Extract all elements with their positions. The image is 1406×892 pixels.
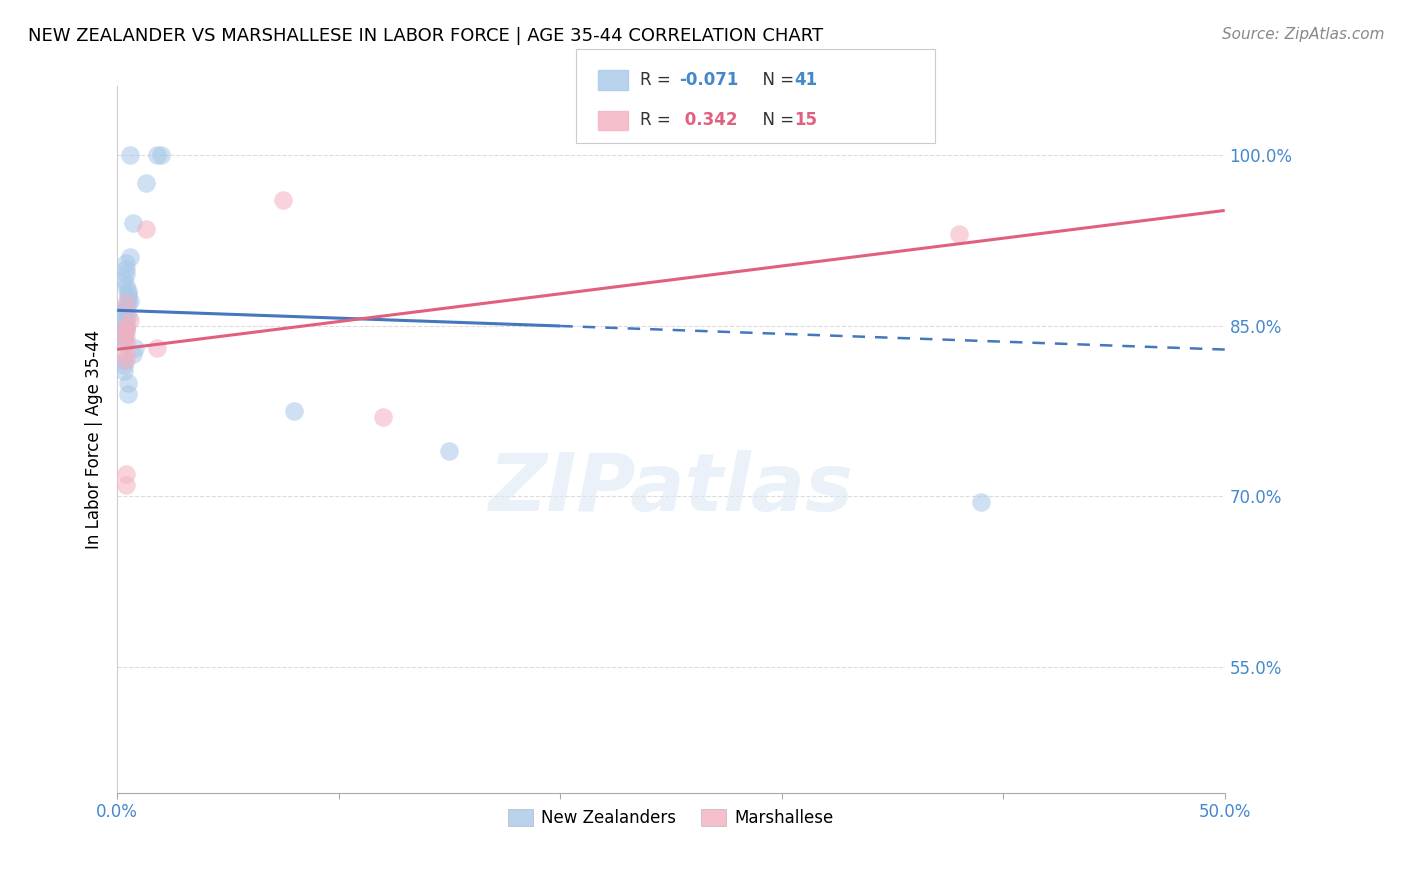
Text: ZIPatlas: ZIPatlas [488, 450, 853, 528]
Point [124, 342, 146, 356]
Point [115, 313, 138, 327]
Point [115, 318, 138, 333]
Point [112, 330, 135, 344]
Text: NEW ZEALANDER VS MARSHALLESE IN LABOR FORCE | AGE 35-44 CORRELATION CHART: NEW ZEALANDER VS MARSHALLESE IN LABOR FO… [28, 27, 824, 45]
Point [115, 256, 138, 270]
Point [121, 347, 143, 361]
Point [117, 295, 139, 310]
Point [115, 324, 138, 338]
Point [115, 261, 138, 276]
Point [117, 376, 139, 390]
Point [115, 352, 138, 367]
Text: R =: R = [640, 112, 676, 129]
Point [135, 221, 157, 235]
Point [120, 293, 142, 308]
Text: -0.071: -0.071 [679, 71, 738, 89]
Point [115, 278, 138, 293]
Point [115, 321, 138, 335]
Point [115, 467, 138, 481]
Point [120, 250, 142, 264]
Point [948, 227, 970, 242]
Point [115, 298, 138, 312]
Point [112, 335, 135, 350]
Point [112, 303, 135, 318]
Point [120, 147, 142, 161]
Text: N =: N = [752, 71, 800, 89]
Point [112, 273, 135, 287]
Text: 41: 41 [794, 71, 817, 89]
Y-axis label: In Labor Force | Age 35-44: In Labor Force | Age 35-44 [86, 330, 103, 549]
Point [112, 352, 135, 367]
Point [112, 324, 135, 338]
Point [117, 387, 139, 401]
Text: N =: N = [752, 112, 800, 129]
Point [117, 290, 139, 304]
Point [112, 359, 135, 373]
Point [117, 286, 139, 301]
Point [150, 147, 173, 161]
Point [283, 404, 305, 418]
Point [112, 364, 135, 378]
Point [115, 318, 138, 333]
Point [115, 301, 138, 316]
Point [273, 194, 295, 208]
Point [115, 307, 138, 321]
Point [121, 216, 143, 230]
Point [115, 268, 138, 282]
Text: Source: ZipAtlas.com: Source: ZipAtlas.com [1222, 27, 1385, 42]
Point [135, 176, 157, 190]
Point [120, 313, 142, 327]
Point [117, 310, 139, 324]
Point [146, 342, 169, 356]
Point [970, 495, 993, 509]
Point [112, 332, 135, 346]
Point [115, 295, 138, 310]
Point [146, 147, 169, 161]
Point [115, 321, 138, 335]
Text: R =: R = [640, 71, 676, 89]
Point [439, 443, 461, 458]
Text: 15: 15 [794, 112, 817, 129]
Point [112, 326, 135, 341]
Legend: New Zealanders, Marshallese: New Zealanders, Marshallese [502, 802, 841, 834]
Point [371, 409, 394, 424]
Point [112, 315, 135, 329]
Point [117, 285, 139, 299]
Point [115, 347, 138, 361]
Point [115, 330, 138, 344]
Point [115, 478, 138, 492]
Point [115, 335, 138, 350]
Text: 0.342: 0.342 [679, 112, 738, 129]
